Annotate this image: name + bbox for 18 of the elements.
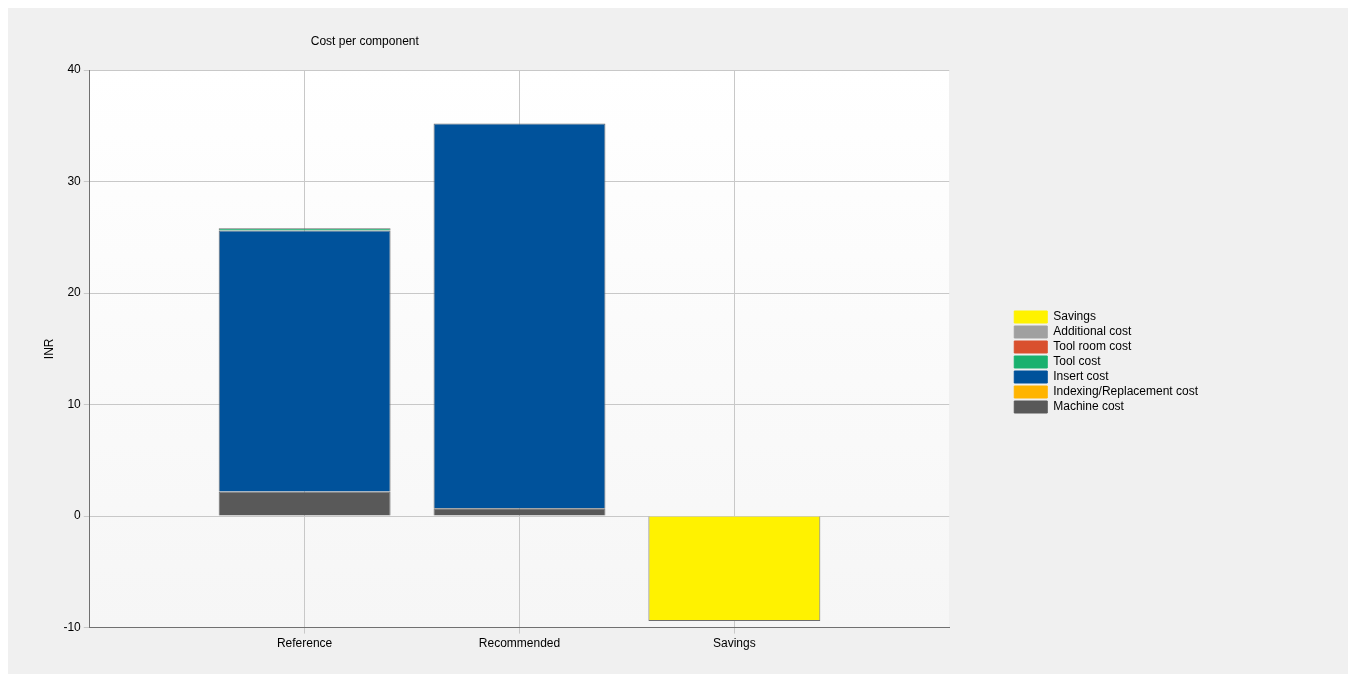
legend-label: Savings	[1053, 309, 1096, 324]
chart-title: Cost per component	[310, 34, 420, 49]
legend-label: Tool room cost	[1053, 339, 1132, 354]
y-tick-label: 0	[74, 508, 82, 523]
y-tick-label: 20	[67, 285, 82, 300]
y-axis-title: INR	[41, 338, 56, 360]
x-tick-label: Reference	[276, 636, 333, 651]
y-tick-label: -10	[63, 619, 82, 634]
y-tick-label: 10	[67, 396, 82, 411]
legend-label: Indexing/Replacement cost	[1053, 384, 1199, 399]
legend-label: Tool cost	[1053, 354, 1102, 369]
y-tick-label: 40	[67, 62, 82, 77]
y-tick-label: 30	[67, 173, 82, 188]
x-tick-label: Savings	[713, 636, 756, 651]
x-tick-label: Recommended	[478, 636, 561, 651]
legend-label: Insert cost	[1053, 369, 1110, 384]
legend-label: Additional cost	[1053, 324, 1132, 339]
legend-label: Machine cost	[1053, 399, 1125, 414]
